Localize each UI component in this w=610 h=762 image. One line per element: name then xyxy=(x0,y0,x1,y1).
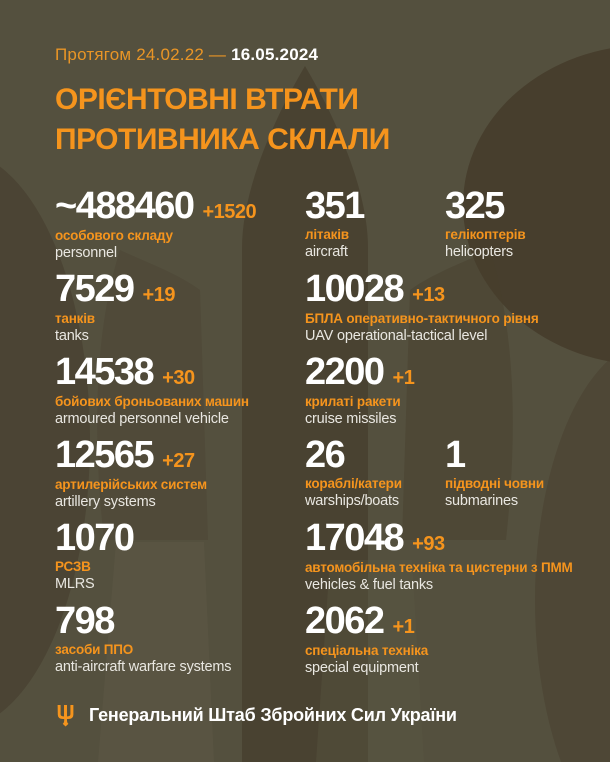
stat-label-uk: РСЗВ xyxy=(55,559,91,574)
stat-value: 325 xyxy=(445,185,505,227)
stats-grid: ~488460 +1520 особового складу personnel… xyxy=(55,185,596,687)
period-line: Протягом 24.02.22 — 16.05.2024 xyxy=(55,45,596,65)
stat-delta: +19 xyxy=(142,284,176,306)
stat-label-en: armoured personnel vehicle xyxy=(55,411,229,427)
stats-subrow: 351 літаків aircraft 325 гелікоптерів he… xyxy=(305,185,596,260)
stat-delta: +13 xyxy=(412,284,445,306)
stat-label-en: anti-aircraft warfare systems xyxy=(55,659,232,675)
title-line-2: ПРОТИВНИКА СКЛАЛИ xyxy=(55,123,390,156)
stat-value: 351 xyxy=(305,185,365,227)
stat-delta: +30 xyxy=(162,367,195,389)
stat-label-en: UAV operational-tactical level xyxy=(305,328,488,344)
stat-anti-aircraft: 798 засоби ППО anti-aircraft warfare sys… xyxy=(55,600,305,675)
stat-value: 1 xyxy=(445,434,466,476)
stat-label-uk: БПЛА оперативно-тактичного рівня xyxy=(305,311,539,326)
stat-label-uk: кораблі/катери xyxy=(305,476,402,491)
stat-label-uk: артилерійських систем xyxy=(55,477,207,492)
stat-label-en: helicopters xyxy=(445,244,513,260)
stat-mlrs: 1070 РСЗВ MLRS xyxy=(55,517,305,592)
stat-uav: 10028 +13 БПЛА оперативно-тактичного рів… xyxy=(305,268,596,344)
stat-label-en: special equipment xyxy=(305,660,419,676)
stat-label-en: vehicles & fuel tanks xyxy=(305,577,433,593)
stat-special-equipment: 2062 +1 спеціальна техніка special equip… xyxy=(305,600,596,676)
stats-row-5: 1070 РСЗВ MLRS 17048 +93 автомобільна те… xyxy=(55,517,596,604)
stat-label-uk: гелікоптерів xyxy=(445,227,526,242)
stats-row-1: ~488460 +1520 особового складу personnel… xyxy=(55,185,596,272)
stat-value: 12565 xyxy=(55,434,155,476)
stat-artillery: 12565 +27 артилерійських систем artiller… xyxy=(55,434,305,510)
stat-label-uk: особового складу xyxy=(55,228,173,243)
stat-delta: +27 xyxy=(162,450,195,472)
stat-warships: 26 кораблі/катери warships/boats xyxy=(305,434,445,509)
stat-vehicles-fuel-tanks: 17048 +93 автомобільна техніка та цистер… xyxy=(305,517,596,593)
stat-cruise-missiles: 2200 +1 крилаті ракети cruise missiles xyxy=(305,351,596,427)
stat-delta: +1 xyxy=(392,367,415,389)
stat-label-en: warships/boats xyxy=(305,493,399,509)
stat-armoured-vehicles: 14538 +30 бойових броньованих машин armo… xyxy=(55,351,305,427)
footer-org-name: Генеральний Штаб Збройних Сил України xyxy=(89,704,457,725)
stat-value: 2200 xyxy=(305,351,385,393)
stat-delta: +1520 xyxy=(202,201,257,223)
stat-value: 1070 xyxy=(55,517,135,559)
stat-helicopters: 325 гелікоптерів helicopters xyxy=(445,185,596,260)
stat-label-uk: засоби ППО xyxy=(55,642,134,657)
stat-submarines: 1 підводні човни submarines xyxy=(445,434,596,509)
stat-aircraft: 351 літаків aircraft xyxy=(305,185,445,260)
stats-subrow: 26 кораблі/катери warships/boats 1 підво… xyxy=(305,434,596,509)
stat-value: 2062 xyxy=(305,600,385,642)
stat-label-en: personnel xyxy=(55,245,117,261)
stats-row-6: 798 засоби ППО anti-aircraft warfare sys… xyxy=(55,600,596,687)
stat-label-uk: автомобільна техніка та цистерни з ПММ xyxy=(305,560,573,575)
stat-label-uk: танків xyxy=(55,311,95,326)
stat-label-en: cruise missiles xyxy=(305,411,397,427)
stat-value: 7529 xyxy=(55,268,135,310)
stat-value: 14538 xyxy=(55,351,155,393)
stat-label-uk: крилаті ракети xyxy=(305,394,401,409)
footer: Генеральний Штаб Збройних Сил України xyxy=(55,703,596,727)
title-line-1: ОРІЄНТОВНІ ВТРАТИ xyxy=(55,83,359,116)
stat-tanks: 7529 +19 танків tanks xyxy=(55,268,305,344)
stat-label-en: aircraft xyxy=(305,244,348,260)
stat-label-en: MLRS xyxy=(55,576,95,592)
stat-value: ~488460 xyxy=(55,185,195,227)
stat-value: 17048 xyxy=(305,517,405,559)
tryzub-icon xyxy=(57,704,74,727)
stat-value: 798 xyxy=(55,600,115,642)
stat-value: 10028 xyxy=(305,268,405,310)
stats-row-4: 12565 +27 артилерійських систем artiller… xyxy=(55,434,596,521)
stat-value: 26 xyxy=(305,434,346,476)
stat-label-uk: підводні човни xyxy=(445,476,544,491)
stat-label-en: artillery systems xyxy=(55,494,156,510)
stat-label-en: tanks xyxy=(55,328,89,344)
period-date: 16.05.2024 xyxy=(231,45,319,64)
stat-label-uk: літаків xyxy=(305,227,349,242)
page-title: ОРІЄНТОВНІ ВТРАТИ ПРОТИВНИКА СКЛАЛИ xyxy=(55,80,596,160)
stats-row-2: 7529 +19 танків tanks 10028 +13 БПЛА опе… xyxy=(55,268,596,355)
stat-label-uk: спеціальна техніка xyxy=(305,643,429,658)
stat-delta: +1 xyxy=(392,616,415,638)
stat-delta: +93 xyxy=(412,533,445,555)
period-prefix: Протягом 24.02.22 — xyxy=(55,45,227,64)
stat-label-uk: бойових броньованих машин xyxy=(55,394,249,409)
stat-label-en: submarines xyxy=(445,493,518,509)
stats-row-3: 14538 +30 бойових броньованих машин armo… xyxy=(55,351,596,438)
stat-personnel: ~488460 +1520 особового складу personnel xyxy=(55,185,305,261)
